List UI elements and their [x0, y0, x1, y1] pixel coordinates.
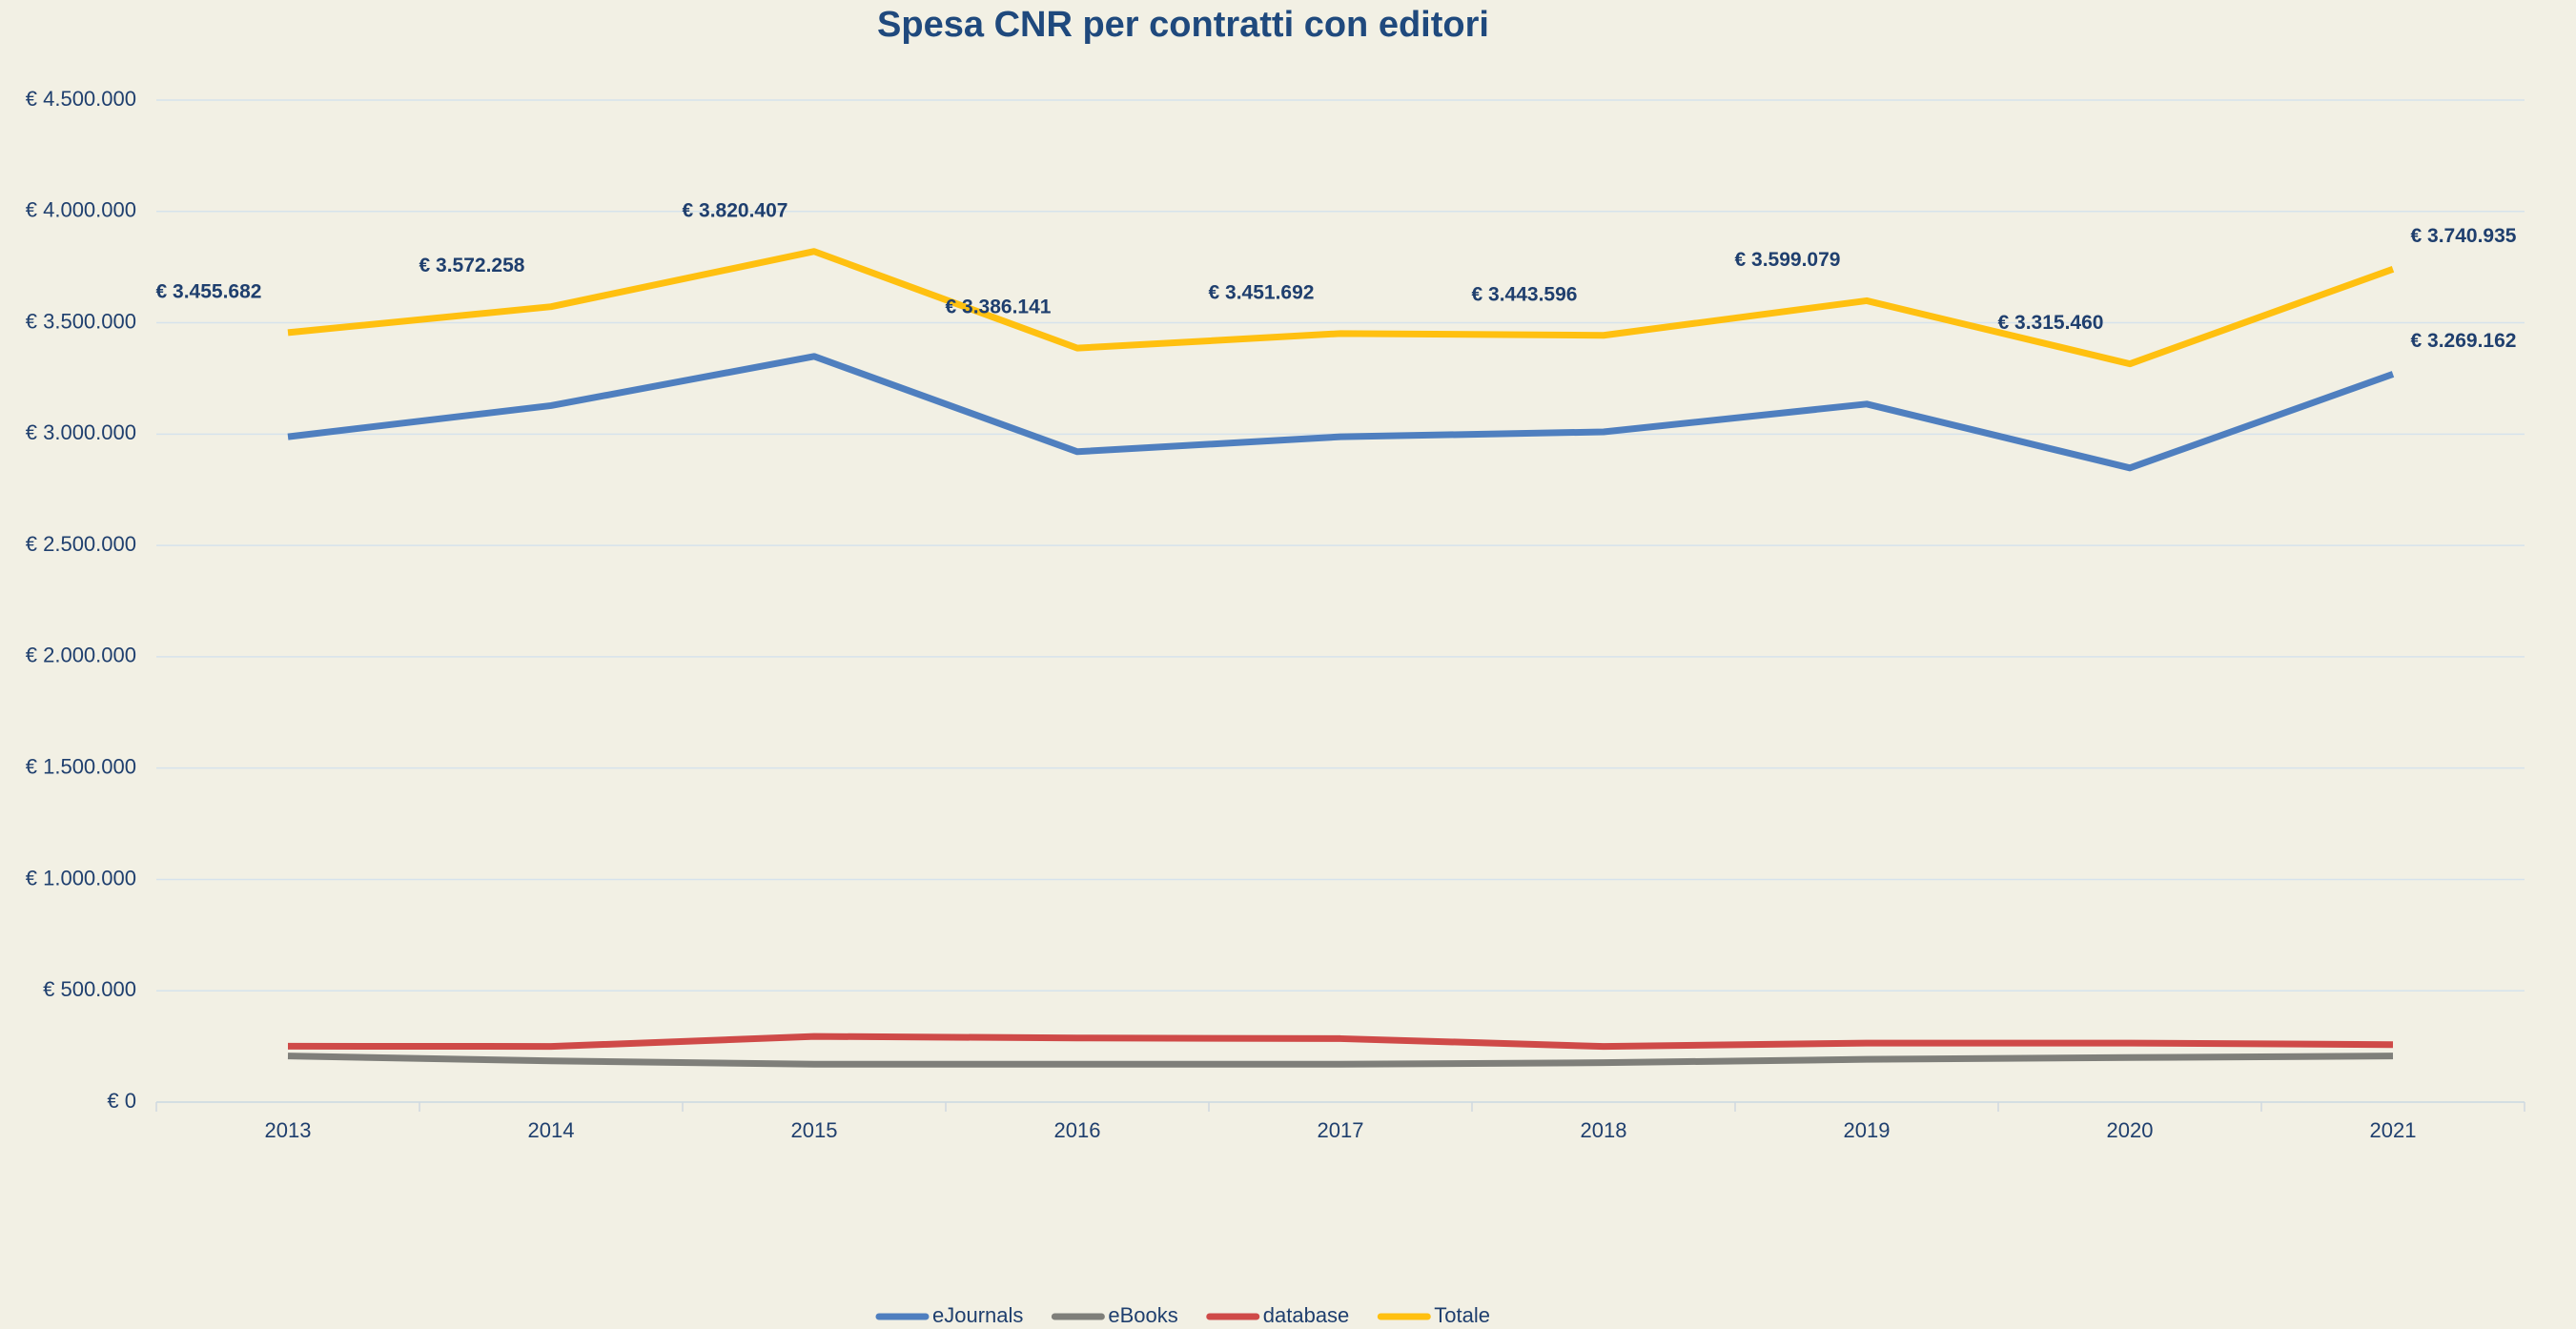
x-tick-label: 2018	[1581, 1118, 1627, 1142]
legend-label: Totale	[1434, 1303, 1490, 1327]
legend-label: eJournals	[932, 1303, 1023, 1327]
y-tick-label: € 2.500.000	[26, 532, 136, 556]
x-tick-label: 2019	[1844, 1118, 1891, 1142]
data-label: € 3.443.596	[1472, 283, 1578, 305]
chart-title: Spesa CNR per contratti con editori	[877, 5, 1489, 45]
y-tick-label: € 3.000.000	[26, 420, 136, 444]
series-line	[287, 1033, 2394, 1051]
series-line	[287, 353, 2395, 472]
y-tick-label: € 4.500.000	[26, 87, 136, 111]
x-tick-label: 2014	[528, 1118, 575, 1142]
data-label: € 3.572.258	[419, 255, 525, 276]
legend-label: eBooks	[1108, 1303, 1177, 1327]
data-label: € 3.315.460	[1998, 312, 2104, 334]
legend-label: database	[1263, 1303, 1350, 1327]
data-label: € 3.820.407	[683, 199, 788, 221]
data-label: € 3.599.079	[1735, 249, 1841, 271]
x-tick-label: 2013	[265, 1118, 312, 1142]
x-tick-label: 2016	[1054, 1118, 1101, 1142]
data-label: € 3.740.935	[2411, 225, 2517, 247]
x-tick-label: 2015	[791, 1118, 838, 1142]
data-label: € 3.269.162	[2411, 330, 2517, 352]
series-line	[287, 1053, 2394, 1068]
x-tick-label: 2021	[2370, 1118, 2417, 1142]
data-label: € 3.451.692	[1209, 281, 1315, 303]
y-tick-label: € 3.500.000	[26, 309, 136, 333]
x-tick-label: 2017	[1318, 1118, 1364, 1142]
series-line	[287, 248, 2395, 368]
y-tick-label: € 4.000.000	[26, 198, 136, 222]
y-tick-label: € 1.500.000	[26, 754, 136, 778]
y-tick-label: € 2.000.000	[26, 644, 136, 667]
data-label: € 3.386.141	[946, 296, 1052, 318]
data-label: € 3.455.682	[156, 280, 262, 302]
y-tick-label: € 500.000	[43, 977, 136, 1001]
x-tick-label: 2020	[2107, 1118, 2154, 1142]
y-tick-label: € 1.000.000	[26, 866, 136, 889]
y-tick-label: € 0	[107, 1089, 136, 1113]
